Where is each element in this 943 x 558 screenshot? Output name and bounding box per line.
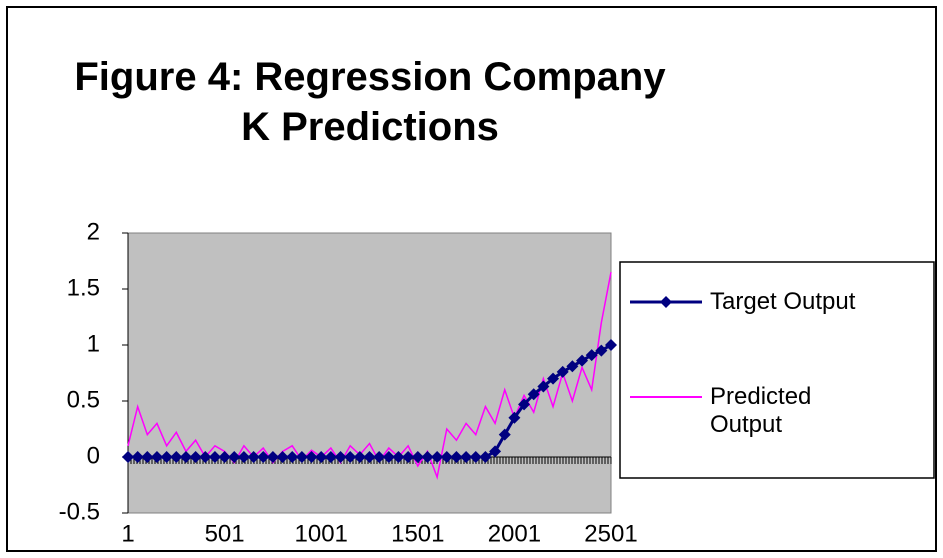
- chart-border: [6, 6, 937, 552]
- marker: [373, 451, 386, 463]
- marker: [305, 451, 318, 463]
- marker: [276, 451, 289, 463]
- marker: [469, 451, 482, 463]
- marker: [141, 451, 154, 463]
- y-tick-label: 1: [87, 330, 100, 357]
- y-tick-label: -0.5: [59, 498, 100, 525]
- marker: [508, 411, 521, 424]
- marker: [353, 451, 366, 463]
- legend-label: Predicted Output: [710, 383, 812, 438]
- marker: [421, 451, 434, 463]
- legend-box: [619, 261, 935, 479]
- marker: [208, 451, 221, 463]
- x-tick-label: 2501: [584, 520, 637, 547]
- marker: [179, 451, 192, 463]
- marker: [122, 451, 134, 463]
- marker: [257, 451, 270, 463]
- marker: [218, 451, 231, 463]
- y-tick-label: 1.5: [67, 274, 100, 301]
- legend-marker: [660, 296, 672, 308]
- plot-area: [127, 232, 612, 514]
- marker: [585, 349, 598, 362]
- marker: [605, 339, 617, 351]
- marker: [170, 451, 183, 463]
- x-tick-label: 2001: [488, 520, 541, 547]
- marker: [363, 451, 376, 463]
- marker: [489, 445, 502, 458]
- marker: [402, 451, 415, 463]
- marker: [150, 451, 163, 463]
- chart-title: Figure 4: Regression Company K Predictio…: [74, 55, 666, 149]
- y-tick-label: 0.5: [67, 386, 100, 413]
- y-tick-label: 0: [87, 442, 100, 469]
- marker: [334, 451, 347, 463]
- marker: [576, 354, 589, 367]
- x-tick-label: 501: [205, 520, 245, 547]
- marker: [440, 451, 453, 463]
- marker: [228, 451, 241, 463]
- series-line: [127, 272, 612, 480]
- marker: [537, 380, 550, 393]
- marker: [479, 451, 492, 463]
- marker: [199, 451, 212, 463]
- x-tick-label: 1001: [295, 520, 348, 547]
- y-tick-label: 2: [87, 218, 100, 245]
- marker: [450, 451, 463, 463]
- marker: [431, 451, 444, 463]
- marker: [556, 365, 569, 378]
- marker: [498, 428, 511, 441]
- marker: [392, 451, 405, 463]
- marker: [266, 451, 279, 463]
- x-tick-label: 1: [121, 520, 134, 547]
- marker: [411, 451, 424, 463]
- marker: [189, 451, 202, 463]
- marker: [315, 451, 328, 463]
- marker: [566, 360, 579, 373]
- legend-label: Target Output: [710, 288, 856, 315]
- marker: [237, 451, 250, 463]
- marker: [547, 372, 560, 385]
- marker: [324, 451, 337, 463]
- marker: [595, 344, 608, 357]
- marker: [160, 451, 173, 463]
- marker: [286, 451, 299, 463]
- marker: [131, 451, 144, 463]
- marker: [295, 451, 308, 463]
- marker: [518, 398, 531, 411]
- marker: [344, 451, 357, 463]
- marker: [382, 451, 395, 463]
- x-tick-label: 1501: [391, 520, 444, 547]
- marker: [247, 451, 260, 463]
- marker: [460, 451, 473, 463]
- marker: [527, 388, 540, 401]
